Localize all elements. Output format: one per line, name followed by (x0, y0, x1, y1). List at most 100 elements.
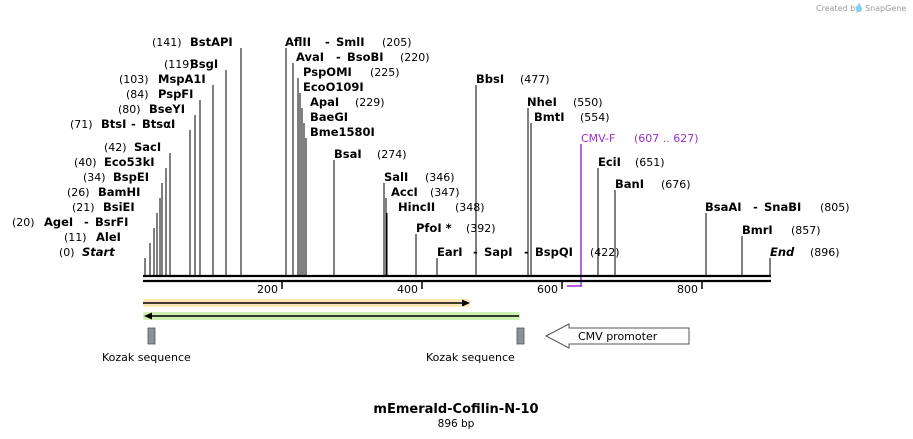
site-name: BbsI (476, 72, 504, 86)
site-name: BmrI (742, 223, 773, 237)
site-name: BsaAI (705, 200, 742, 214)
site-pos: (857) (791, 224, 821, 237)
snapgene-logo-icon (856, 3, 862, 12)
site-name: BtsI (101, 117, 126, 131)
site-pos: (34) (83, 171, 106, 184)
site-pos: (805) (820, 201, 850, 214)
feature-orange-arrow (143, 299, 470, 307)
site-name-alt: BsrFI (95, 215, 128, 229)
kozak-label-2: Kozak sequence (426, 351, 515, 364)
site-pos: (274) (377, 148, 407, 161)
site-pos: (554) (580, 111, 610, 124)
site-pos: (347) (430, 186, 460, 199)
site-name: AflII (285, 35, 311, 49)
site-name: ApaI (310, 95, 339, 109)
site-pos: (392) (466, 222, 496, 235)
site-pos: (26) (67, 186, 90, 199)
site-labels-right: BbsI (477) NheI (550) BmtI (554) EciI (6… (476, 72, 850, 259)
axis-ticks: 200 400 600 800 (257, 281, 703, 296)
site-pos: (220) (400, 51, 430, 64)
site-pos: (42) (104, 141, 127, 154)
site-name: BstAPI (190, 35, 233, 49)
site-pos: (676) (661, 178, 691, 191)
start-label: Start (82, 245, 115, 259)
site-pos: (103) (119, 73, 149, 86)
site-name: PspFI (158, 87, 193, 101)
site-name: Eco53kI (104, 155, 155, 169)
site-pos: (225) (370, 66, 400, 79)
feature-green-arrow (143, 312, 520, 320)
tick-label: 400 (397, 283, 418, 296)
map-length: 896 bp (438, 418, 475, 430)
site-separator: - (325, 35, 330, 49)
site-pos: (141) (152, 36, 182, 49)
site-pos: (896) (810, 246, 840, 259)
kozak-box-1 (147, 327, 156, 345)
site-pos: (422) (590, 246, 620, 259)
site-pos: (346) (425, 171, 455, 184)
site-name: BaeGI (310, 110, 348, 124)
tick-label: 800 (677, 283, 698, 296)
site-name: BspEI (113, 170, 149, 184)
site-pos: (550) (573, 96, 603, 109)
tick-label: 200 (257, 283, 278, 296)
site-separator: - (524, 245, 529, 259)
site-pos: (0) (59, 246, 75, 259)
site-pos: (119) (164, 58, 194, 71)
site-name-alt: SmlI (336, 35, 365, 49)
site-pos: (205) (382, 36, 412, 49)
site-pos: (20) (12, 216, 35, 229)
site-pos: (21) (72, 201, 95, 214)
site-name: AleI (96, 230, 121, 244)
dna-backbone (143, 274, 771, 283)
site-separator: - (753, 200, 758, 214)
end-label: End (770, 245, 795, 259)
site-name: Bme1580I (310, 125, 375, 139)
site-separator: - (84, 215, 89, 229)
site-name: PfoI * (416, 221, 452, 235)
site-name: BseYI (149, 102, 185, 116)
site-name: SalI (384, 170, 408, 184)
site-pos: (651) (635, 156, 665, 169)
site-pos: (80) (118, 103, 141, 116)
site-name: BamHI (98, 185, 140, 199)
site-name-alt: SnaBI (764, 200, 801, 214)
primer-name: CMV-F (581, 132, 615, 145)
site-name: BsaI (334, 147, 362, 161)
site-name: EcoO109I (303, 80, 364, 94)
site-name-alt: BtsαI (142, 117, 175, 131)
site-labels-left: (141) BstAPI (119) BsgI (103) MspA1I (84… (12, 35, 233, 259)
site-name: EciI (598, 155, 621, 169)
site-name-alt: SapI (484, 245, 513, 259)
site-labels-middle: AflII - SmlI (205) AvaI - BsoBI (220) Ps… (285, 35, 620, 259)
site-separator: - (473, 245, 478, 259)
cmv-promoter-arrow: CMV promoter (544, 323, 690, 349)
brand-text: SnapGene (865, 4, 906, 13)
site-name: NheI (527, 95, 557, 109)
site-pos: (229) (355, 96, 385, 109)
site-name: AccI (391, 185, 418, 199)
kozak-label-1: Kozak sequence (102, 351, 191, 364)
site-name: AvaI (296, 50, 324, 64)
site-name: AgeI (44, 215, 73, 229)
site-pos: (84) (126, 88, 149, 101)
site-lines (144, 48, 771, 276)
site-name: SacI (134, 140, 161, 154)
site-name: MspA1I (158, 72, 206, 86)
site-pos: (11) (64, 231, 87, 244)
site-name: PspOMI (303, 65, 352, 79)
site-pos: (40) (74, 156, 97, 169)
site-separator: - (131, 117, 136, 131)
credit-text: Created by (816, 4, 860, 13)
site-separator: - (336, 50, 341, 64)
site-name: HincII (398, 200, 435, 214)
site-name: BanI (615, 177, 644, 191)
primer-cmv-f: CMV-F (607 .. 627) (567, 132, 699, 287)
tick-label: 600 (537, 283, 558, 296)
kozak-box-2 (516, 327, 525, 345)
site-pos: (477) (520, 73, 550, 86)
site-name-alt2: BspQI (535, 245, 573, 259)
site-name: BsgI (190, 57, 218, 71)
site-name: BsiEI (103, 200, 135, 214)
